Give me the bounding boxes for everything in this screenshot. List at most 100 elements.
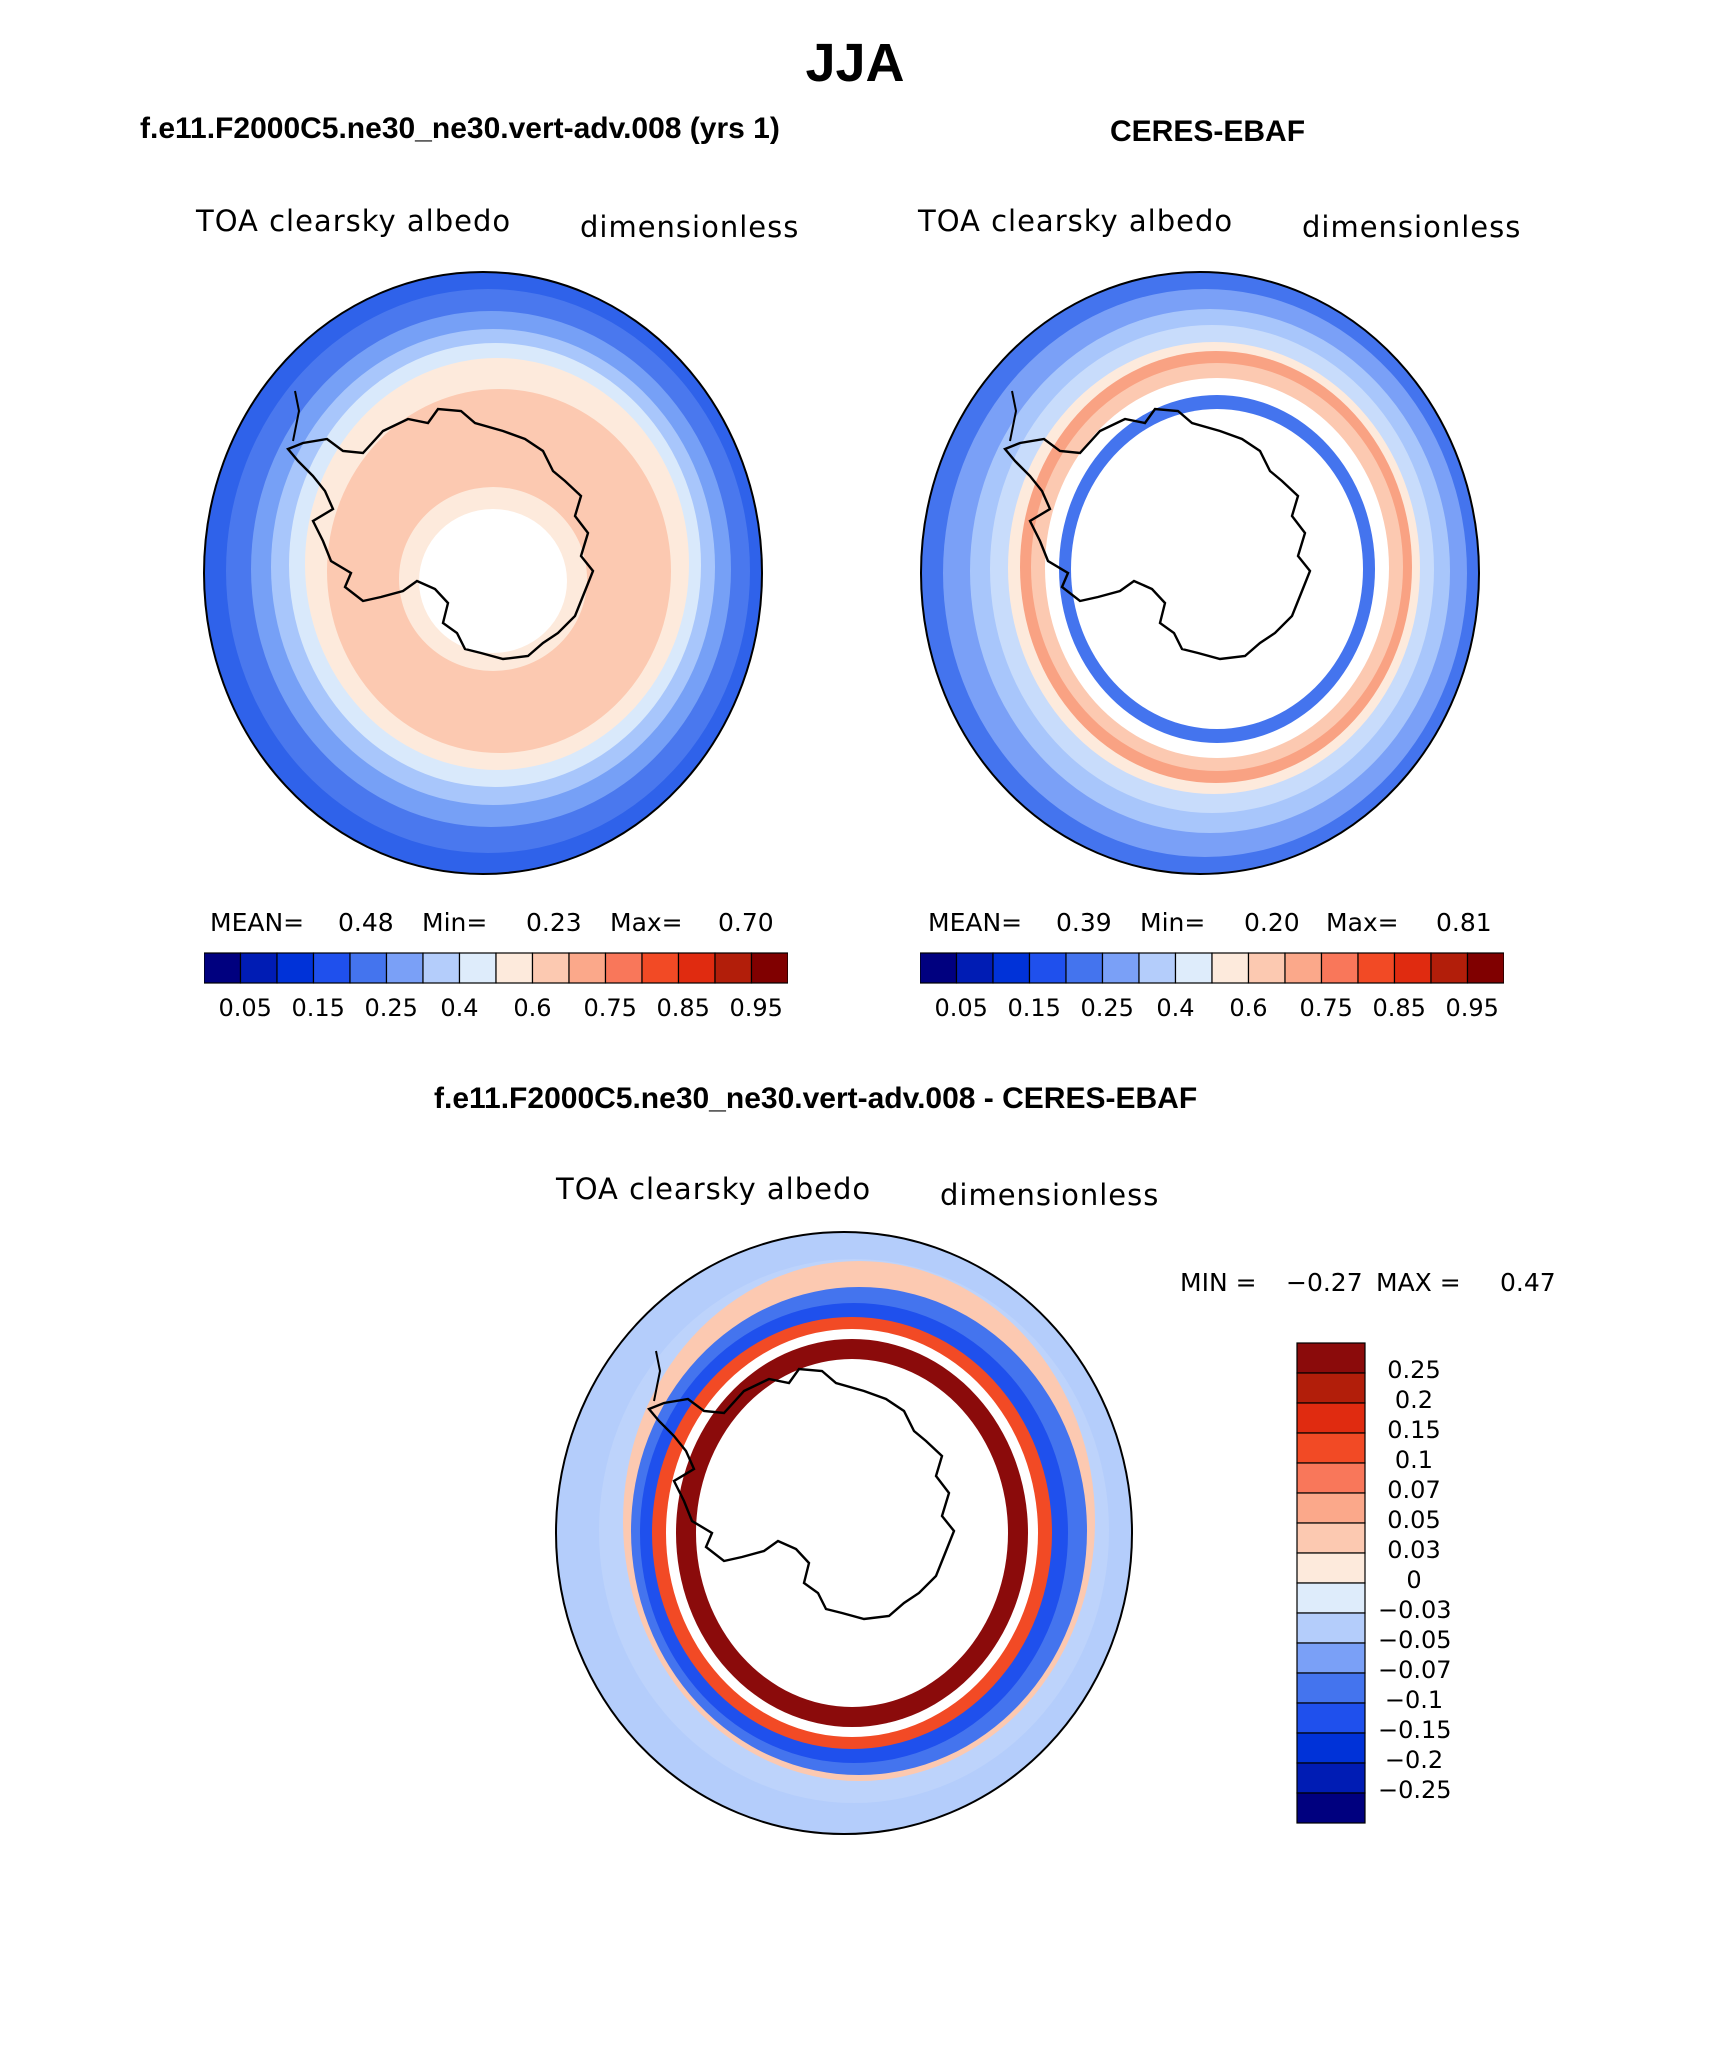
colorbar-tick-label: 0.25 (1080, 994, 1134, 1022)
colorbar-swatch (955, 952, 994, 984)
colorbar-swatch (714, 952, 753, 984)
colorbar-swatch (750, 952, 788, 984)
figure-title: JJA (805, 33, 905, 93)
colorbar-swatch (312, 952, 351, 984)
colorbar-swatch (1296, 1522, 1366, 1554)
colorbar-tick-label: −0.07 (1378, 1656, 1452, 1684)
panel-3-variable-label: TOA clearsky albedo (556, 1172, 872, 1206)
colorbar-tick-label: 0.4 (440, 994, 479, 1022)
colorbar-tick-label: 0.25 (1387, 1356, 1441, 1384)
colorbar-tick-label: −0.03 (1378, 1596, 1452, 1624)
colorbar-tick-label: 0.1 (1394, 1446, 1434, 1474)
panel-1-map (203, 271, 763, 875)
colorbar-swatch (239, 952, 278, 984)
colorbar-swatch (1284, 952, 1323, 984)
colorbar-swatch (992, 952, 1031, 984)
colorbar-swatch (531, 952, 570, 984)
colorbar-swatch (1247, 952, 1286, 984)
colorbar-swatch (1211, 952, 1250, 984)
colorbar-swatch (1466, 952, 1504, 984)
colorbar-swatch (641, 952, 680, 984)
colorbar-tick-label: 0.2 (1394, 1386, 1434, 1414)
colorbar-tick-label: 0.85 (656, 994, 710, 1022)
colorbar-tick-label: 0.15 (291, 994, 345, 1022)
colorbar-swatch (276, 952, 315, 984)
panel-1-max-value: 0.70 (718, 908, 774, 937)
colorbar-swatch (1296, 1552, 1366, 1584)
panel-3-min-label: MIN = (1180, 1268, 1257, 1297)
panel-3-title: f.e11.F2000C5.ne30_ne30.vert-adv.008 - C… (434, 1082, 1198, 1115)
colorbar-tick-label: 0.15 (1007, 994, 1061, 1022)
colorbar-swatch (385, 952, 424, 984)
colorbar-swatch (1296, 1432, 1366, 1464)
colorbar-swatch (458, 952, 497, 984)
panel-1-max-label: Max= (610, 908, 683, 937)
panel-2-variable-label: TOA clearsky albedo (918, 204, 1234, 238)
colorbar-tick-label: 0.15 (1387, 1416, 1441, 1444)
colorbar-tick-label: −0.2 (1384, 1746, 1444, 1774)
colorbar-swatch (1296, 1702, 1366, 1734)
colorbar-tick-label: −0.25 (1378, 1776, 1452, 1804)
panel-2-min-value: 0.20 (1244, 908, 1300, 937)
colorbar-swatch (1320, 952, 1359, 984)
panel-1-min-value: 0.23 (526, 908, 582, 937)
colorbar-swatch (1296, 1402, 1366, 1434)
colorbar-swatch (349, 952, 388, 984)
panel-3-max-label: MAX = (1376, 1268, 1461, 1297)
panel-2-units-label: dimensionless (1302, 210, 1522, 244)
colorbar-swatch (1430, 952, 1469, 984)
colorbar-tick-label: −0.15 (1378, 1716, 1452, 1744)
colorbar-swatch (1296, 1372, 1366, 1404)
panel-3-min-value: −0.27 (1286, 1268, 1363, 1297)
colorbar-tick-label: 0 (1406, 1566, 1422, 1594)
colorbar-tick-label: −0.1 (1384, 1686, 1444, 1714)
colorbar-swatch (1296, 1612, 1366, 1644)
colorbar-tick-label: 0.75 (583, 994, 637, 1022)
panel-2-max-value: 0.81 (1436, 908, 1492, 937)
colorbar-swatch (1357, 952, 1396, 984)
colorbar-swatch (677, 952, 716, 984)
colorbar-tick-label: 0.75 (1299, 994, 1353, 1022)
panel-1-variable-label: TOA clearsky albedo (196, 204, 512, 238)
panel-3-units-label: dimensionless (940, 1178, 1160, 1212)
panel-1-title: f.e11.F2000C5.ne30_ne30.vert-adv.008 (yr… (140, 112, 780, 145)
colorbar-swatch (1296, 1732, 1366, 1764)
colorbar-tick-label: 0.6 (513, 994, 552, 1022)
colorbar-tick-label: 0.6 (1229, 994, 1268, 1022)
panel-2-min-label: Min= (1140, 908, 1206, 937)
panel-2-mean-label: MEAN= (928, 908, 1023, 937)
colorbar-swatch (1296, 1342, 1366, 1374)
colorbar-swatch (1296, 1462, 1366, 1494)
panel-2-colorbar (920, 952, 1504, 984)
panel-1-mean-value: 0.48 (338, 908, 394, 937)
colorbar-swatch (1101, 952, 1140, 984)
colorbar-tick-label: 0.95 (1445, 994, 1499, 1022)
colorbar-swatch (1296, 1762, 1366, 1794)
colorbar-tick-label: 0.07 (1387, 1476, 1441, 1504)
panel-2-title: CERES-EBAF (1110, 115, 1306, 148)
colorbar-swatch (1065, 952, 1104, 984)
colorbar-swatch (1393, 952, 1432, 984)
colorbar-tick-label: 0.05 (1387, 1506, 1441, 1534)
colorbar-swatch (422, 952, 461, 984)
panel-1-colorbar (204, 952, 788, 984)
panel-2-map (920, 271, 1480, 875)
colorbar-tick-label: 0.05 (934, 994, 988, 1022)
colorbar-tick-label: 0.4 (1156, 994, 1195, 1022)
colorbar-tick-label: 0.03 (1387, 1536, 1441, 1564)
panel-3-colorbar (1296, 1342, 1366, 1824)
colorbar-tick-label: 0.05 (218, 994, 272, 1022)
colorbar-swatch (604, 952, 643, 984)
colorbar-swatch (204, 952, 242, 984)
panel-3-map (555, 1231, 1133, 1835)
colorbar-swatch (1296, 1642, 1366, 1674)
colorbar-swatch (1138, 952, 1177, 984)
colorbar-swatch (1296, 1492, 1366, 1524)
colorbar-tick-label: −0.05 (1378, 1626, 1452, 1654)
panel-2-max-label: Max= (1326, 908, 1399, 937)
colorbar-swatch (1174, 952, 1213, 984)
colorbar-tick-label: 0.25 (364, 994, 418, 1022)
colorbar-swatch (1296, 1582, 1366, 1614)
colorbar-swatch (495, 952, 534, 984)
colorbar-swatch (568, 952, 607, 984)
